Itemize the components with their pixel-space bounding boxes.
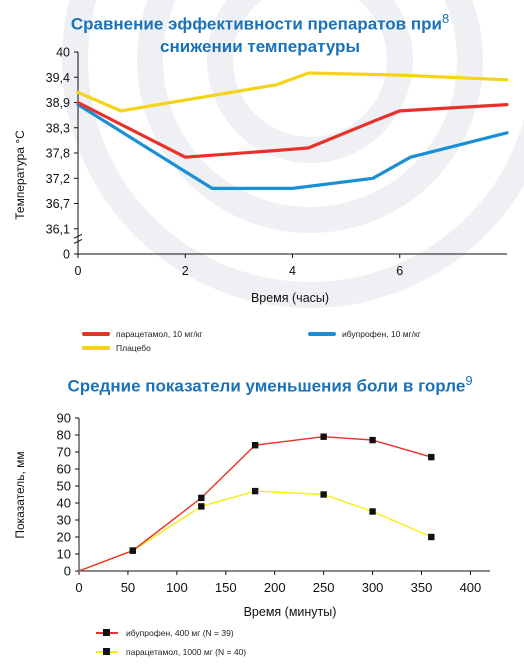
chart2-x-tick-label: 50: [121, 580, 135, 595]
chart2-data-point: [198, 495, 204, 501]
chart1-y-tick-label: 37,8: [46, 147, 70, 161]
chart2-y-tick-label: 30: [57, 513, 71, 528]
chart2-title-text: Средние показатели уменьшения боли в гор…: [67, 377, 465, 396]
legend-label: парацетамол, 10 мг/кг: [116, 329, 203, 339]
chart1-x-tick-label: 2: [182, 264, 189, 278]
chart2-y-tick-label: 10: [57, 547, 71, 562]
chart1-title-line1: Сравнение эффективности препаратов при: [71, 15, 442, 34]
chart2-data-point: [369, 437, 375, 443]
chart2-x-axis-label: Время (минуты): [244, 605, 337, 619]
legend-item-ibuprofen-pain: ибупрофен, 400 мг (N = 39): [96, 628, 234, 638]
chart1-x-tick-label: 0: [75, 264, 82, 278]
chart2-x-tick-label: 300: [362, 580, 384, 595]
chart2-y-tick-label: 0: [64, 564, 71, 579]
chart2-y-tick-label: 90: [57, 411, 71, 426]
chart2-y-tick-label: 60: [57, 462, 71, 477]
chart2-data-point: [130, 547, 136, 553]
chart2-y-tick-label: 40: [57, 496, 71, 511]
chart2-x-tick-label: 250: [313, 580, 335, 595]
chart1-x-tick-label: 4: [289, 264, 296, 278]
legend-label: ибупрофен, 400 мг (N = 39): [126, 628, 234, 638]
chart1-y-tick-label: 39,4: [46, 71, 70, 85]
chart1-series: [78, 73, 507, 188]
chart2-title: Средние показатели уменьшения боли в гор…: [40, 370, 500, 398]
legend-marker-red: [96, 632, 118, 634]
chart2-x-tick-label: 100: [166, 580, 188, 595]
chart2-footnote-ref: 9: [465, 373, 472, 388]
chart1-y-tick-label: 40: [56, 46, 70, 60]
legend-swatch-red: [82, 332, 110, 336]
chart2-data-point: [320, 434, 326, 440]
temperature-chart: 0 36,1 36,7 37,2 37,8 38,3 38,9 39,4 40 0 2 4 6 Врем…: [0, 40, 524, 360]
legend-item-ibuprofen-temp: ибупрофен, 10 мг/кг: [308, 329, 421, 339]
chart2-data-point: [252, 442, 258, 448]
chart1-x-axis-label: Время (часы): [251, 291, 329, 305]
legend-label: парацетамол, 1000 мг (N = 40): [126, 647, 246, 657]
chart1-series-line: [78, 73, 507, 111]
legend-swatch-yellow: [82, 346, 110, 350]
chart1-y-tick-label: 38,3: [46, 121, 70, 135]
chart1-y-axis-label: Температура °С: [13, 130, 27, 220]
legend-item-paracetamol-temp: парацетамол, 10 мг/кг: [82, 329, 203, 339]
chart1-y-tick-label: 36,7: [46, 197, 70, 211]
chart2-data-point: [428, 454, 434, 460]
chart2-x-tick-label: 350: [411, 580, 433, 595]
chart2-data-point: [320, 491, 326, 497]
chart2-data-point: [252, 488, 258, 494]
chart2-x-tick-label: 400: [460, 580, 482, 595]
chart2-series: [79, 434, 434, 572]
legend-label: Плацебо: [116, 343, 151, 353]
chart2-x-tick-label: 200: [264, 580, 286, 595]
chart2-data-point: [198, 503, 204, 509]
chart1-y-tick-label: 36,1: [46, 222, 70, 236]
chart2-y-tick-label: 70: [57, 445, 71, 460]
chart1-x-tick-label: 6: [396, 264, 403, 278]
chart2-y-tick-label: 20: [57, 530, 71, 545]
chart2-data-point: [428, 534, 434, 540]
chart2-data-point: [369, 508, 375, 514]
chart1-y-tick-label: 38,9: [46, 96, 70, 110]
legend-marker-yellow: [96, 651, 118, 653]
chart1-footnote-ref: 8: [442, 11, 449, 26]
chart2-y-axis-label: Показатель, мм: [13, 451, 27, 538]
legend-item-paracetamol-pain: парацетамол, 1000 мг (N = 40): [96, 647, 246, 657]
chart2-x-tick-label: 0: [75, 580, 82, 595]
chart2-series-line: [79, 491, 431, 571]
chart2-y-tick-label: 50: [57, 479, 71, 494]
chart2-x-tick-label: 150: [215, 580, 237, 595]
chart1-y-tick-label: 0: [63, 248, 70, 262]
chart2-y-tick-label: 80: [57, 428, 71, 443]
sore-throat-chart: 0 10 20 30 40 50 60 70 80 90 0 50 100 150 200 250 300 350…: [0, 400, 524, 640]
legend-swatch-blue: [308, 332, 336, 336]
chart1-series-line: [78, 105, 507, 189]
chart2-axes: 0 10 20 30 40 50 60 70 80 90 0 50 100 150 200 250 300 350…: [57, 411, 490, 596]
legend-label: ибупрофен, 10 мг/кг: [342, 329, 421, 339]
chart1-axes: 0 36,1 36,7 37,2 37,8 38,3 38,9 39,4 40 0 2 4 6: [46, 46, 507, 279]
chart1-y-tick-label: 37,2: [46, 172, 70, 186]
legend-item-placebo-temp: Плацебо: [82, 343, 151, 353]
